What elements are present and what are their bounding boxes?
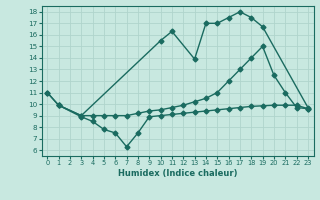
X-axis label: Humidex (Indice chaleur): Humidex (Indice chaleur) — [118, 169, 237, 178]
